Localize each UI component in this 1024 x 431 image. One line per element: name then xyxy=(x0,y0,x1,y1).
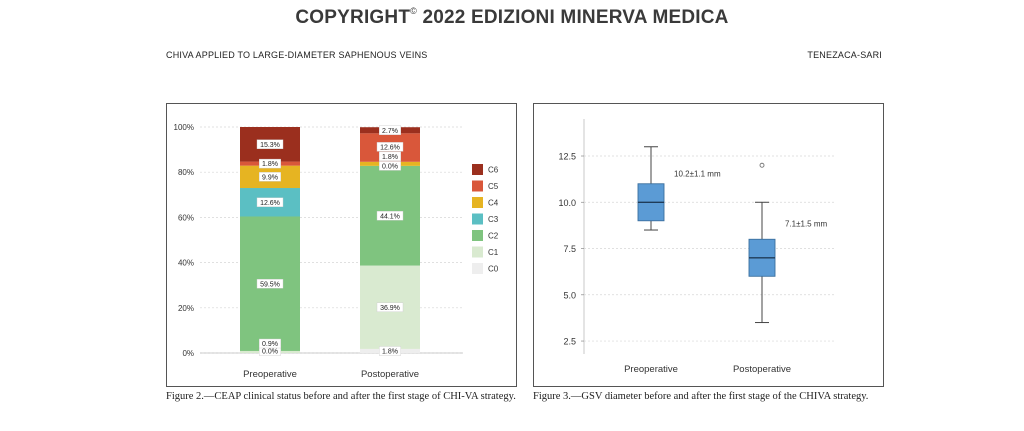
data-label-box xyxy=(256,139,284,149)
y-tick-label: 20% xyxy=(178,304,194,313)
x-category-label: Preoperative xyxy=(243,369,297,380)
data-label: 44.1% xyxy=(380,213,400,220)
legend-swatch-c0 xyxy=(472,263,483,274)
data-label: 12.6% xyxy=(380,144,400,151)
data-label: 0.9% xyxy=(262,341,278,348)
data-label-box xyxy=(376,302,404,312)
y-tick-label: 5.0 xyxy=(563,290,576,300)
y-tick-label: 40% xyxy=(178,259,194,268)
legend-swatch-c5 xyxy=(472,180,483,192)
y-tick-label: 0% xyxy=(182,349,194,358)
legend-label: C4 xyxy=(488,199,499,208)
running-title: CHIVA APPLIED TO LARGE-DIAMETER SAPHENOU… xyxy=(166,50,428,60)
running-authors: TENEZACA-SARI xyxy=(807,50,882,60)
legend-swatch-c2 xyxy=(472,230,483,241)
data-label: 2.7% xyxy=(382,128,398,135)
data-label: 0.0% xyxy=(262,349,278,356)
data-label-box xyxy=(378,161,401,171)
legend-swatch-c1 xyxy=(472,246,483,258)
legend-swatch-c3 xyxy=(472,213,483,225)
data-label: 15.3% xyxy=(260,142,280,149)
outlier-point xyxy=(759,162,765,168)
legend-label: C3 xyxy=(488,215,499,224)
copyright-symbol: © xyxy=(410,6,417,16)
data-label-box xyxy=(258,338,281,349)
data-label: 9.9% xyxy=(262,174,278,181)
x-category-label: Postoperative xyxy=(733,364,791,375)
y-tick-label: 100% xyxy=(174,123,194,132)
box-annotation: 7.1±1.5 mm xyxy=(785,219,828,228)
legend-swatch-c6 xyxy=(472,164,483,175)
data-label-box xyxy=(376,142,404,152)
data-label-box xyxy=(376,211,404,221)
copyright-text: 2022 EDIZIONI MINERVA MEDICA xyxy=(422,7,729,28)
y-tick-label: 80% xyxy=(178,168,194,177)
y-tick-label: 60% xyxy=(178,213,194,222)
legend-label: C1 xyxy=(488,248,499,257)
figure-2-caption: Figure 2.—CEAP clinical status before an… xyxy=(166,391,516,402)
ceap-stacked-bar-chart: 0%20%40%60%80%100%0.0%0.9%59.5%12.6%9.9%… xyxy=(174,123,499,380)
figure-2-frame: 0% 20% 40% 60% 80% 100% 0.0% 0.9% 59.5% 12.6% 9.9%… xyxy=(166,103,517,387)
data-label: 1.8% xyxy=(382,349,398,356)
data-label-box xyxy=(378,125,401,135)
gsv-diameter-boxplot: 2.5 5.0 7.5 10.0 12.5 10.2±1.1 mm Preoperative… xyxy=(558,119,834,375)
legend-label: C5 xyxy=(488,182,499,191)
data-label: 1.8% xyxy=(382,154,398,161)
data-label-box xyxy=(258,172,281,182)
data-label-box xyxy=(256,279,284,289)
figure-3-caption: Figure 3.—GSV diameter before and after … xyxy=(533,391,869,402)
x-category-label: Preoperative xyxy=(624,364,678,375)
data-label: 1.8% xyxy=(262,161,278,168)
box-annotation: 10.2±1.1 mm xyxy=(674,169,721,178)
y-tick-label: 10.0 xyxy=(558,198,576,208)
data-label-box xyxy=(378,346,401,356)
copyright-banner: COPYRIGHT© 2022 EDIZIONI MINERVA MEDICA xyxy=(0,6,1024,29)
y-tick-label: 12.5 xyxy=(558,152,576,162)
copyright-prefix: COPYRIGHT xyxy=(295,7,411,28)
y-tick-label: 7.5 xyxy=(563,244,576,254)
data-label: 59.5% xyxy=(260,281,280,288)
y-tick-label: 2.5 xyxy=(563,337,576,347)
legend-label: C0 xyxy=(488,265,499,274)
data-label: 12.6% xyxy=(260,200,280,207)
legend-label: C2 xyxy=(488,232,499,241)
data-label: 0.0% xyxy=(382,163,398,170)
legend-swatch-c4 xyxy=(472,197,483,208)
data-label-box xyxy=(258,158,281,169)
x-category-label: Postoperative xyxy=(361,369,419,380)
data-label: 36.9% xyxy=(380,305,400,312)
legend-label: C6 xyxy=(488,166,499,175)
figure-3-frame: 2.5 5.0 7.5 10.0 12.5 10.2±1.1 mm Preoperative… xyxy=(533,103,884,387)
data-label-box xyxy=(256,197,284,207)
data-label-box xyxy=(378,151,401,162)
